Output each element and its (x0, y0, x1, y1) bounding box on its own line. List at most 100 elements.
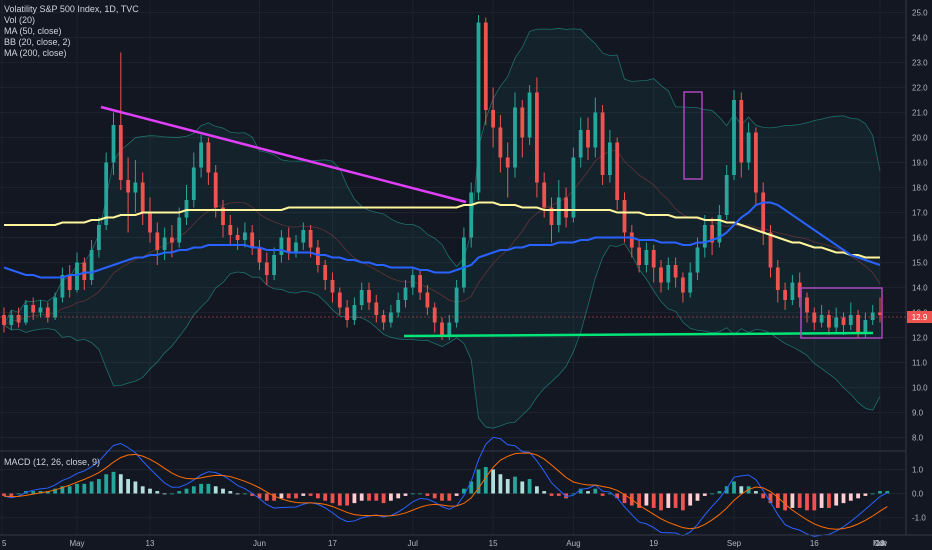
candle[interactable] (535, 77, 539, 198)
candle[interactable] (148, 197, 152, 243)
candle[interactable] (783, 282, 787, 311)
legend-bb[interactable]: BB (20, close, 2) (4, 37, 71, 47)
candle[interactable] (462, 227, 466, 293)
candle[interactable] (469, 182, 474, 248)
candle[interactable] (374, 295, 379, 323)
candle[interactable] (323, 260, 328, 290)
candle[interactable] (520, 100, 525, 158)
candle[interactable] (739, 92, 744, 178)
candle[interactable] (775, 260, 780, 303)
candle[interactable] (111, 112, 116, 176)
candle[interactable] (38, 300, 43, 318)
candle[interactable] (24, 300, 28, 325)
candle[interactable] (89, 240, 94, 285)
candle[interactable] (432, 302, 437, 333)
candle[interactable] (75, 252, 79, 293)
candle[interactable] (31, 297, 36, 321)
candle[interactable] (257, 240, 262, 270)
candle[interactable] (272, 247, 276, 281)
candle[interactable] (768, 225, 773, 278)
candle[interactable] (9, 310, 14, 330)
candle[interactable] (301, 222, 306, 251)
candle[interactable] (155, 222, 160, 266)
downtrend-line[interactable] (100, 105, 467, 204)
candle[interactable] (82, 257, 87, 291)
candle[interactable] (666, 257, 671, 291)
candle[interactable] (410, 267, 415, 296)
candle[interactable] (732, 90, 736, 180)
candle[interactable] (199, 135, 203, 178)
candle[interactable] (513, 92, 517, 178)
candle[interactable] (586, 117, 590, 161)
support-line[interactable] (403, 331, 874, 338)
candle[interactable] (754, 127, 758, 206)
candle[interactable] (527, 85, 532, 145)
candle[interactable] (243, 222, 247, 248)
candle[interactable] (418, 270, 422, 300)
candle[interactable] (819, 305, 824, 328)
candle[interactable] (710, 217, 714, 256)
candle[interactable] (316, 240, 320, 273)
candle[interactable] (608, 130, 612, 183)
candle[interactable] (118, 52, 123, 191)
candle[interactable] (162, 227, 167, 261)
candle[interactable] (578, 117, 583, 168)
candle[interactable] (637, 240, 641, 273)
candle[interactable] (352, 297, 357, 326)
candle[interactable] (659, 260, 663, 293)
candle[interactable] (250, 225, 255, 255)
candle[interactable] (126, 157, 130, 233)
candle[interactable] (279, 230, 284, 263)
legend-ma200[interactable]: MA (200, close) (4, 48, 67, 58)
candle[interactable] (140, 172, 145, 226)
candle[interactable] (476, 15, 481, 200)
candle[interactable] (16, 307, 21, 328)
candle[interactable] (681, 272, 685, 303)
candle[interactable] (673, 257, 678, 288)
candle[interactable] (97, 217, 101, 258)
legend-vol[interactable]: Vol (20) (4, 15, 36, 25)
candle[interactable] (827, 310, 831, 335)
candle[interactable] (45, 302, 50, 323)
consolidation-box[interactable] (800, 287, 883, 339)
candle[interactable] (651, 245, 656, 283)
candle[interactable] (644, 242, 649, 273)
candle[interactable] (505, 142, 510, 198)
candle[interactable] (564, 187, 568, 228)
candle[interactable] (345, 300, 349, 328)
candle[interactable] (213, 165, 218, 218)
candle[interactable] (695, 237, 700, 281)
candle[interactable] (367, 282, 371, 311)
candle[interactable] (191, 152, 196, 208)
candle[interactable] (629, 225, 634, 258)
candle[interactable] (483, 17, 488, 126)
candle[interactable] (264, 252, 269, 286)
ma50-line[interactable] (3, 201, 881, 279)
candle[interactable] (834, 307, 839, 333)
candle[interactable] (221, 200, 225, 238)
candle[interactable] (805, 292, 809, 323)
candle[interactable] (593, 97, 598, 158)
candle[interactable] (53, 292, 57, 321)
candle[interactable] (228, 215, 233, 245)
candle[interactable] (790, 275, 795, 305)
candle[interactable] (206, 137, 211, 186)
candle[interactable] (878, 297, 882, 323)
candle[interactable] (841, 312, 846, 336)
candle[interactable] (761, 182, 766, 246)
ma200-line[interactable] (4, 201, 880, 259)
candle[interactable] (571, 147, 576, 223)
candle[interactable] (812, 307, 817, 331)
candle[interactable] (498, 115, 503, 173)
candle[interactable] (389, 305, 393, 328)
macd-legend[interactable]: MACD (12, 26, close, 9) (4, 457, 101, 467)
candle[interactable] (286, 227, 291, 261)
candle[interactable] (549, 197, 554, 243)
candle[interactable] (615, 137, 620, 211)
candle[interactable] (381, 310, 386, 330)
candle[interactable] (746, 122, 751, 171)
candle[interactable] (177, 207, 182, 248)
candle[interactable] (797, 272, 802, 308)
candle[interactable] (491, 87, 495, 148)
